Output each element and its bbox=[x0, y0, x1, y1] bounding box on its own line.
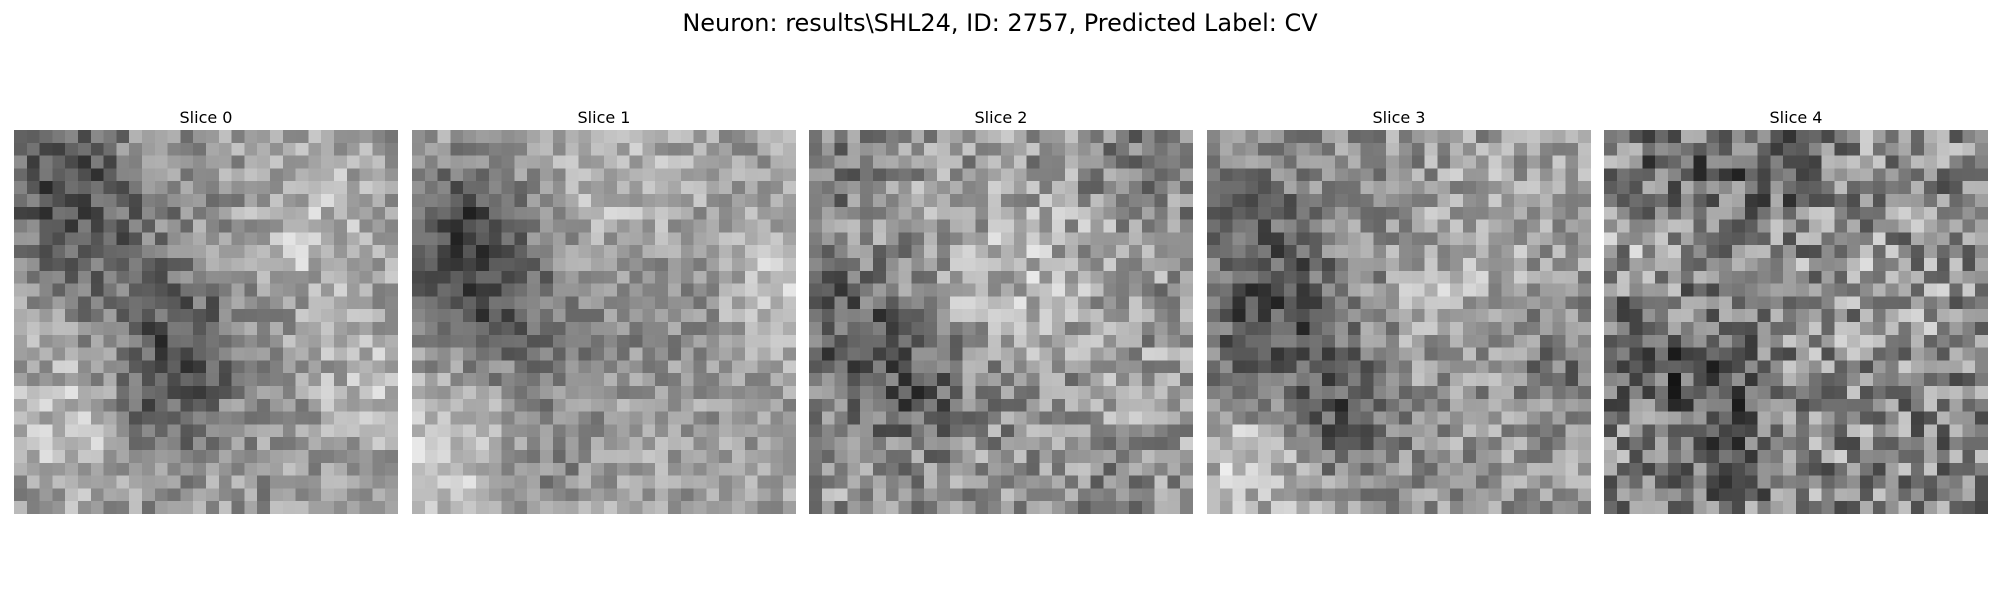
slice-title: Slice 4 bbox=[1769, 108, 1823, 127]
slice-panel-4: Slice 4 bbox=[1604, 108, 1988, 514]
figure-title: Neuron: results\SHL24, ID: 2757, Predict… bbox=[682, 9, 1318, 37]
slice-image-0 bbox=[14, 130, 398, 514]
slice-title: Slice 3 bbox=[1372, 108, 1426, 127]
slice-image-3 bbox=[1207, 130, 1591, 514]
slice-panel-3: Slice 3 bbox=[1207, 108, 1591, 514]
slice-image-1 bbox=[412, 130, 796, 514]
slice-title: Slice 0 bbox=[179, 108, 233, 127]
slice-title: Slice 1 bbox=[577, 108, 631, 127]
slice-image-2 bbox=[809, 130, 1193, 514]
slice-title: Slice 2 bbox=[974, 108, 1028, 127]
slice-panel-1: Slice 1 bbox=[412, 108, 796, 514]
slice-panel-2: Slice 2 bbox=[809, 108, 1193, 514]
slice-panel-0: Slice 0 bbox=[14, 108, 398, 514]
slice-image-4 bbox=[1604, 130, 1988, 514]
